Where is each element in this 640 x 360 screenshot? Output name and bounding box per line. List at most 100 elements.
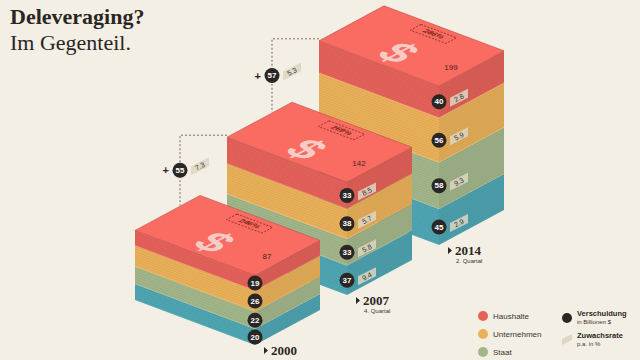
total-label: 199 (444, 63, 458, 72)
value-label: 33 (343, 191, 352, 200)
layer-label: 20 (248, 330, 263, 345)
value-badge (340, 216, 355, 231)
growth-label: 2.8 (453, 92, 465, 103)
growth-label: 8.5 (361, 186, 373, 197)
category-year: 2000 (271, 343, 297, 358)
growth-label: 9.4 (361, 271, 373, 282)
total-label: 87 (263, 252, 272, 261)
value-label: 45 (435, 223, 444, 232)
value-badge (248, 313, 263, 328)
legend-subtitle: p.a. in % (577, 341, 601, 347)
legend-swatch (562, 313, 572, 323)
growth-tag (191, 157, 209, 175)
value-label: 20 (251, 333, 260, 342)
value-label: 37 (343, 276, 352, 285)
currency-symbol: $ (366, 37, 432, 69)
value-badge (248, 294, 263, 309)
change-rate: 7.3 (194, 161, 206, 172)
layer-label: 26 (248, 294, 263, 309)
value-badge (340, 273, 355, 288)
growth-tag (450, 127, 468, 145)
growth-label: 5.9 (453, 131, 465, 142)
change-value: 57 (268, 71, 277, 80)
marks (135, 6, 504, 345)
value-label: 26 (251, 297, 260, 306)
category-marker (448, 247, 452, 254)
category-label: 20074. Quartal (356, 293, 390, 314)
legend-label: Staat (493, 348, 512, 357)
value-badge (340, 245, 355, 260)
value-badge (248, 276, 263, 291)
growth-label: 2.9 (453, 218, 465, 229)
value-badge (340, 188, 355, 203)
growth-tag (450, 173, 468, 191)
category-marker (356, 297, 360, 304)
growth-label: 9.3 (453, 176, 465, 187)
top-face-labels: $246% (176, 214, 273, 260)
category-quarter: 4. Quartal (364, 308, 390, 314)
value-label: 22 (251, 316, 260, 325)
title: Deleveraging? (10, 4, 144, 29)
debt-ratio: 286% (420, 28, 447, 39)
change-rate: 5.3 (286, 66, 298, 77)
value-badge (432, 220, 447, 235)
currency-symbol: $ (274, 133, 340, 165)
chart-svg: Deleveraging?Im Gegenteil.$246%87$269%14… (0, 0, 640, 360)
layer-label: 22 (248, 313, 263, 328)
value-label: 38 (343, 219, 352, 228)
ratio-box (226, 214, 272, 233)
change-badge (265, 68, 280, 83)
background (0, 0, 640, 360)
stack (135, 195, 320, 345)
growth-tag (283, 63, 301, 81)
growth-tag (358, 211, 376, 229)
change-annotation: 55 +7.3 (163, 135, 227, 205)
layer-label: 19 (248, 276, 263, 291)
legend-swatch (478, 347, 488, 357)
layer-label: 565.9 (432, 127, 469, 148)
value-label: 40 (435, 97, 444, 106)
layer-label: 589.3 (432, 173, 469, 194)
change-value: 55 (176, 166, 185, 175)
category-marker (264, 347, 268, 354)
legend-label: Unternehmen (493, 330, 541, 339)
top-bill (135, 195, 320, 275)
value-badge (432, 133, 447, 148)
legend-label: Haushalte (493, 312, 530, 321)
growth-label: 5.7 (361, 214, 373, 225)
legend-subtitle: in Billionen $ (577, 319, 612, 325)
change-annotation: 57+5.3 (255, 39, 319, 112)
currency-symbol: $ (182, 226, 248, 258)
category-year: 2014 (455, 243, 482, 258)
category-quarter: 2. Quartal (456, 258, 482, 264)
layer-label: 335.8 (340, 239, 377, 260)
category-year: 2007 (363, 293, 390, 308)
growth-label: 5.8 (361, 243, 373, 254)
layer-label: 385.7 (340, 211, 377, 232)
value-badge (432, 94, 447, 109)
layer-label: 338.5 (340, 182, 377, 203)
debt-ratio: 269% (328, 125, 355, 136)
top-bill (227, 102, 412, 182)
top-bill (319, 6, 504, 86)
ratio-box (318, 121, 364, 140)
layer-label: 379.4 (340, 267, 377, 288)
legend-title: Zuwachsrate (577, 331, 623, 340)
value-badge (248, 330, 263, 345)
growth-tag (358, 239, 376, 257)
layer-label: 402.8 (432, 89, 469, 110)
debt-ratio: 246% (236, 218, 263, 229)
growth-tag (450, 214, 468, 232)
layer-label: 452.9 (432, 214, 469, 235)
category-label: 20142. Quartal (448, 243, 482, 264)
legend-title: Verschuldung (577, 309, 627, 318)
growth-tag (358, 267, 376, 285)
chart-container: Deleveraging?Im Gegenteil.$246%87$269%14… (0, 0, 640, 360)
legend-swatch (478, 311, 488, 321)
legend-swatch (562, 334, 572, 345)
legend: Haushalte Unternehmen Staat Verschuldungin … (478, 309, 627, 357)
labels: $246%87$269%142$286%19920222619379.4335.… (163, 24, 483, 358)
value-label: 56 (435, 136, 444, 145)
value-label: 33 (343, 248, 352, 257)
change-sign: + (163, 164, 169, 176)
